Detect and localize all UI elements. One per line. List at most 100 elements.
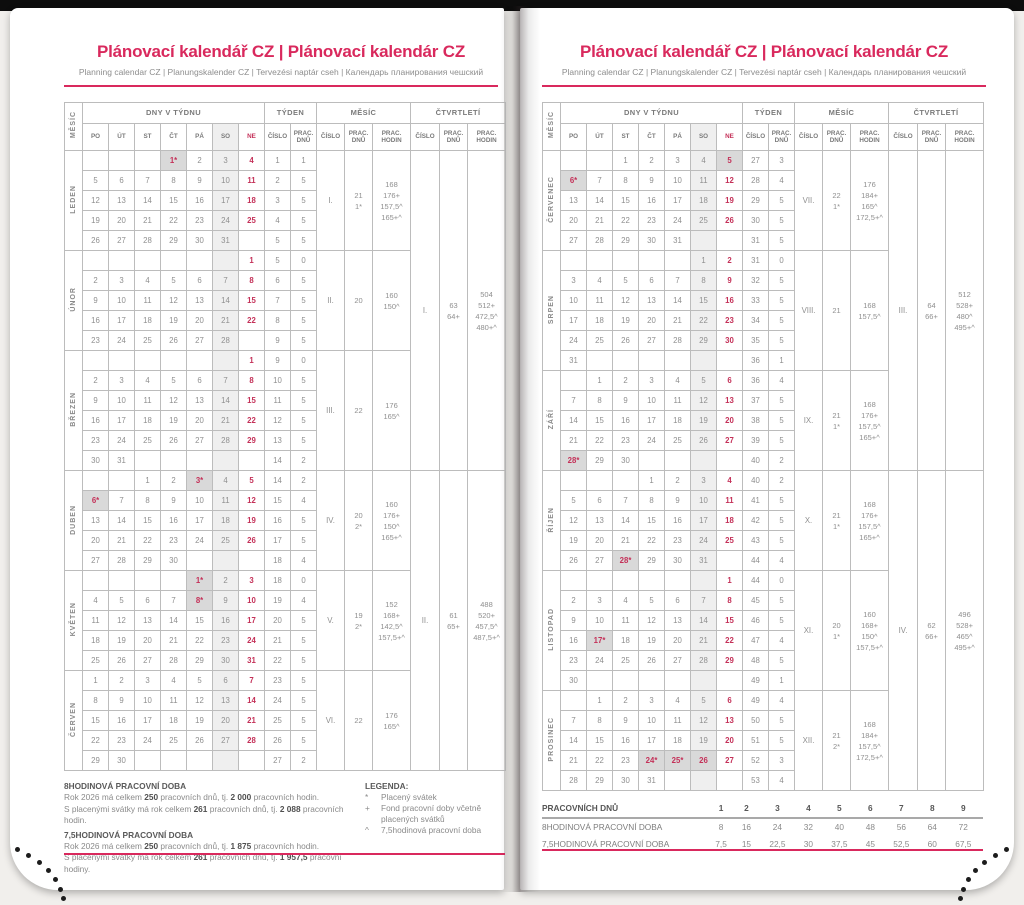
day-cell: 2: [612, 690, 639, 711]
legend: LEGENDA: * Placený svátek + Fond pracovní do…: [355, 778, 505, 875]
week-number-cell: 30: [742, 210, 769, 231]
week-workdays-cell: 2: [767, 470, 796, 491]
day-cell: 18: [212, 510, 239, 531]
day-cell: [160, 750, 187, 771]
day-cell: 16: [82, 410, 109, 431]
day-cell: [690, 450, 717, 471]
day-cell: 10: [134, 690, 161, 711]
week-number-cell: 33: [742, 290, 769, 311]
day-cell: 4: [586, 270, 613, 291]
day-cell: 9: [108, 690, 135, 711]
day-cell: 14: [238, 690, 265, 711]
day-cell: 31: [212, 230, 239, 251]
week-workdays-cell: 5: [767, 510, 796, 531]
day-cell: 26: [690, 750, 717, 771]
day-cell: [586, 350, 613, 371]
month-number-header: ČÍSLO: [794, 123, 824, 151]
day-cell: [664, 570, 691, 591]
week-workdays-cell: 0: [289, 570, 318, 591]
day-cell: 5: [186, 670, 213, 691]
day-cell: [160, 350, 187, 371]
workdays-multiplier-table: PRACOVNÍCH DNŮ 1 2 3 4 5 6 7 8 9 8HODINOVÁ PRACOVN…: [542, 800, 983, 853]
day-cell: 1: [586, 370, 613, 391]
workdays-value-cell: 48: [865, 822, 875, 832]
day-cell: 28: [690, 650, 717, 671]
week-workdays-cell: 2: [289, 750, 318, 771]
day-cell: 16: [638, 190, 665, 211]
day-cell: 10: [664, 170, 691, 191]
day-cell: 3: [638, 690, 665, 711]
day-cell: [638, 350, 665, 371]
month-workhours-cell: 160 150^: [372, 250, 412, 351]
day-cell: 30: [82, 450, 109, 471]
day-cell: 11: [690, 170, 717, 191]
day-cell: 20: [638, 310, 665, 331]
day-cell: 3: [690, 470, 717, 491]
day-label-tue: ÚT: [108, 123, 135, 151]
day-cell: 4: [612, 590, 639, 611]
day-cell: [612, 470, 639, 491]
month-group-header: MĚSÍC: [794, 102, 890, 124]
day-cell: 28: [108, 550, 135, 571]
page-subtitle: Planning calendar CZ | Planungskalender …: [561, 67, 967, 77]
day-cell: 18: [716, 510, 743, 531]
day-label-mon: PO: [82, 123, 109, 151]
day-cell: 26: [186, 730, 213, 751]
day-cell: 6: [638, 270, 665, 291]
week-number-cell: 18: [264, 570, 291, 591]
day-cell: [716, 350, 743, 371]
day-cell: [664, 350, 691, 371]
day-cell: 28*: [612, 550, 639, 571]
month-workdays-cell: 21 1*: [822, 470, 852, 571]
week-number-cell: 51: [742, 730, 769, 751]
week-workdays-cell: 5: [767, 590, 796, 611]
day-cell: 12: [160, 290, 187, 311]
day-cell: [186, 250, 213, 271]
week-workdays-cell: 5: [767, 330, 796, 351]
week-number-cell: 12: [264, 410, 291, 431]
day-cell: 29: [82, 750, 109, 771]
month-column-header: MĚSÍC: [542, 102, 561, 151]
day-cell: 11: [612, 610, 639, 631]
day-cell: 21: [160, 630, 187, 651]
day-cell: 12: [160, 390, 187, 411]
day-cell: [212, 450, 239, 471]
day-cell: 31: [690, 550, 717, 571]
day-cell: 1: [238, 350, 265, 371]
quarter-group-header: ČTVRTLETÍ: [410, 102, 507, 124]
calendar-table-right: MĚSÍC DNY V TÝDNU TÝDEN MĚSÍC ČTVRTLETÍ …: [542, 102, 985, 791]
day-cell: 3: [664, 150, 691, 171]
week-workdays-cell: 5: [289, 630, 318, 651]
day-cell: 12: [716, 170, 743, 191]
day-cell: [638, 570, 665, 591]
day-cell: 23: [612, 750, 639, 771]
day-cell: 7: [612, 490, 639, 511]
week-number-cell: 29: [742, 190, 769, 211]
title-divider-rule: [542, 85, 986, 87]
day-cell: 1*: [160, 150, 187, 171]
legend-symbol: +: [365, 803, 370, 813]
day-cell: 8: [134, 490, 161, 511]
day-cell: 2: [612, 370, 639, 391]
day-cell: 29: [690, 330, 717, 351]
day-cell: 28: [160, 650, 187, 671]
week-workdays-cell: 5: [289, 510, 318, 531]
quarter-number-cell: III.: [888, 150, 919, 471]
week-workdays-cell: 2: [289, 470, 318, 491]
day-cell: [690, 670, 717, 691]
day-cell: 30: [186, 230, 213, 251]
week-workdays-cell: 5: [289, 690, 318, 711]
week-number-cell: 43: [742, 530, 769, 551]
day-cell: 29: [612, 230, 639, 251]
day-cell: [716, 230, 743, 251]
day-cell: 20: [212, 710, 239, 731]
day-cell: 20: [716, 730, 743, 751]
day-cell: 6: [186, 270, 213, 291]
week-workdays-cell: 1: [767, 350, 796, 371]
month-workhours-cell: 160 176+ 150^ 165+^: [372, 470, 412, 571]
day-cell: 19: [160, 410, 187, 431]
day-cell: 8: [716, 590, 743, 611]
day-cell: 6: [664, 590, 691, 611]
week-workdays-cell: 5: [767, 210, 796, 231]
